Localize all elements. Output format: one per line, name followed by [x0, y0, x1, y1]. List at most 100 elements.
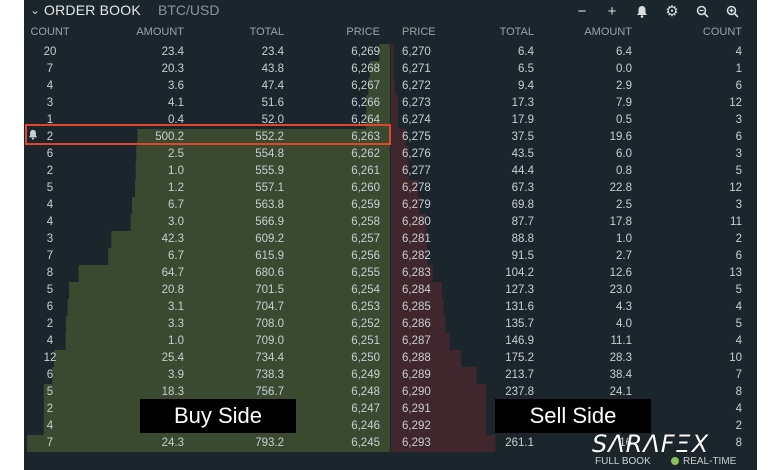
ask-amount-header[interactable]: AMOUNT: [584, 26, 632, 38]
bid-price-cell: 6,258: [351, 216, 380, 228]
order-book-row[interactable]: 5 18.3 756.7 6,248 6,290 237.8 24.1 8: [24, 384, 757, 401]
bid-depth-bar: [52, 367, 390, 384]
gear-icon[interactable]: ⚙: [665, 3, 679, 20]
bid-total-cell: 615.9: [255, 250, 284, 262]
order-book-row[interactable]: 20 23.4 23.4 6,269 6,270 6.4 6.4 4: [24, 44, 757, 61]
price-alert-bell-icon[interactable]: [28, 129, 38, 140]
order-book-row[interactable]: 4 3.6 47.4 6,267 6,272 9.4 2.9 6: [24, 78, 757, 95]
ask-depth-bar: [391, 180, 418, 197]
order-book-row[interactable]: 12 25.4 734.4 6,250 6,288 175.2 28.3 10: [24, 350, 757, 367]
order-book-row[interactable]: 2 6,247 6,291 4: [24, 401, 757, 418]
ask-price-cell: 6,277: [402, 165, 431, 177]
bid-count-cell: 5: [46, 182, 54, 194]
ask-total-cell: 146.9: [505, 335, 534, 347]
bid-price-cell: 6,262: [351, 148, 380, 160]
order-book-row[interactable]: 4 1.0 709.0 6,251 6,287 146.9 11.1 4: [24, 333, 757, 350]
bid-depth-bar: [78, 265, 391, 282]
ask-count-cell: 10: [729, 352, 742, 364]
bell-icon[interactable]: [627, 0, 657, 22]
toolbar: − + ⚙: [567, 0, 747, 22]
bid-depth-bar: [137, 129, 390, 146]
ask-amount-cell: 22.8: [609, 182, 632, 194]
ask-count-cell: 12: [729, 97, 742, 109]
bid-amount-cell: 3.1: [168, 301, 184, 313]
ask-total-cell: 131.6: [505, 301, 534, 313]
order-book-row[interactable]: 8 64.7 680.6 6,255 6,283 104.2 12.6 13: [24, 265, 757, 282]
ask-count-cell: 12: [729, 182, 742, 194]
bid-count-header[interactable]: COUNT: [30, 26, 70, 38]
order-book-row[interactable]: 6 2.5 554.8 6,262 6,276 43.5 6.0 3: [24, 146, 757, 163]
order-book-row[interactable]: 7 24.3 793.2 6,245 6,293 261.1 16 8: [24, 435, 757, 452]
ask-price-cell: 6,278: [402, 182, 431, 194]
ask-count-cell: 3: [735, 148, 742, 160]
bid-count-cell: 4: [46, 199, 54, 211]
panel-title: ORDER BOOK: [44, 2, 141, 18]
chevron-down-icon[interactable]: ⌄: [30, 3, 41, 17]
ask-amount-cell: 1.0: [616, 233, 632, 245]
bid-count-cell: 2: [46, 165, 54, 177]
bid-count-cell: 5: [46, 284, 54, 296]
bid-total-cell: 756.7: [255, 386, 284, 398]
bid-total-header[interactable]: TOTAL: [249, 26, 284, 38]
order-book-row[interactable]: 2 3.3 708.0 6,252 6,286 135.7 4.0 5: [24, 316, 757, 333]
bid-depth-bar: [379, 44, 390, 61]
minus-icon[interactable]: −: [577, 2, 587, 20]
order-book-row[interactable]: 4 3.0 566.9 6,258 6,280 87.7 17.8 11: [24, 214, 757, 231]
bid-count-cell: 7: [46, 250, 54, 262]
bid-amount-header[interactable]: AMOUNT: [136, 26, 184, 38]
order-book-row[interactable]: 6 3.1 704.7 6,253 6,285 131.6 4.3 4: [24, 299, 757, 316]
ask-count-cell: 6: [735, 80, 742, 92]
bid-amount-cell: 6.7: [168, 199, 184, 211]
order-book-row[interactable]: 4 6.7 563.8 6,259 6,279 69.8 2.5 3: [24, 197, 757, 214]
ask-depth-bar: [391, 367, 477, 384]
plus-icon[interactable]: +: [607, 2, 617, 20]
ask-price-cell: 6,292: [402, 420, 431, 432]
bid-amount-cell: 1.0: [168, 335, 184, 347]
bid-count-cell: 7: [46, 63, 54, 75]
ask-depth-bar: [391, 299, 444, 316]
ask-amount-cell: 19.6: [609, 131, 632, 143]
ask-total-header[interactable]: TOTAL: [499, 26, 534, 38]
order-book-row[interactable]: 4 6,246 6,292 2: [24, 418, 757, 435]
ask-depth-bar: [391, 435, 496, 452]
ask-price-cell: 6,279: [402, 199, 431, 211]
order-book-row[interactable]: 5 20.8 701.5 6,254 6,284 127.3 23.0 5: [24, 282, 757, 299]
full-book-link[interactable]: FULL BOOK: [595, 456, 651, 467]
order-book-row[interactable]: 6 3.9 738.3 6,249 6,289 213.7 38.4 7: [24, 367, 757, 384]
zoom-in-icon[interactable]: [717, 0, 747, 22]
ask-amount-cell: 11.1: [610, 335, 632, 347]
order-book-row[interactable]: 3 42.3 609.2 6,257 6,281 88.8 1.0 2: [24, 231, 757, 248]
order-book-row[interactable]: 1 0.4 52.0 6,264 6,274 17.9 0.5 3: [24, 112, 757, 129]
order-book-row[interactable]: 7 6.7 615.9 6,256 6,282 91.5 2.7 6: [24, 248, 757, 265]
bid-price-cell: 6,248: [351, 386, 380, 398]
real-time-toggle[interactable]: REAL-TIME: [671, 456, 736, 467]
bid-amount-cell: 0.4: [168, 114, 184, 126]
bid-price-cell: 6,263: [351, 131, 380, 143]
bid-price-cell: 6,259: [351, 199, 380, 211]
ask-depth-bar: [391, 129, 406, 146]
order-book-row[interactable]: 5 1.2 557.1 6,260 6,278 67.3 22.8 12: [24, 180, 757, 197]
bid-price-cell: 6,249: [351, 369, 380, 381]
order-book-row[interactable]: 2 500.2 552.2 6,263 6,275 37.5 19.6 6: [24, 129, 757, 146]
ask-count-header[interactable]: COUNT: [702, 26, 742, 38]
order-book-row[interactable]: 3 4.1 51.6 6,266 6,273 17.3 7.9 12: [24, 95, 757, 112]
ask-total-cell: 6.4: [518, 46, 534, 58]
ask-price-header[interactable]: PRICE: [402, 26, 436, 38]
bid-price-header[interactable]: PRICE: [346, 26, 380, 38]
ask-count-cell: 3: [735, 199, 742, 211]
bid-total-cell: 43.8: [261, 63, 284, 75]
ask-count-cell: 8: [735, 386, 742, 398]
order-book-row[interactable]: 7 20.3 43.8 6,268 6,271 6.5 0.0 1: [24, 61, 757, 78]
bid-depth-bar: [111, 231, 390, 248]
bid-price-cell: 6,267: [351, 80, 380, 92]
bid-count-cell: 20: [43, 46, 57, 58]
ask-total-cell: 44.4: [511, 165, 534, 177]
ask-amount-cell: 0.0: [616, 63, 632, 75]
ask-count-cell: 4: [735, 403, 742, 415]
zoom-out-icon[interactable]: [687, 0, 717, 22]
bid-count-cell: 12: [43, 352, 57, 364]
ask-price-cell: 6,288: [402, 352, 431, 364]
bid-price-cell: 6,245: [351, 437, 380, 449]
order-book-row[interactable]: 2 1.0 555.9 6,261 6,277 44.4 0.8 5: [24, 163, 757, 180]
bid-total-cell: 555.9: [255, 165, 284, 177]
